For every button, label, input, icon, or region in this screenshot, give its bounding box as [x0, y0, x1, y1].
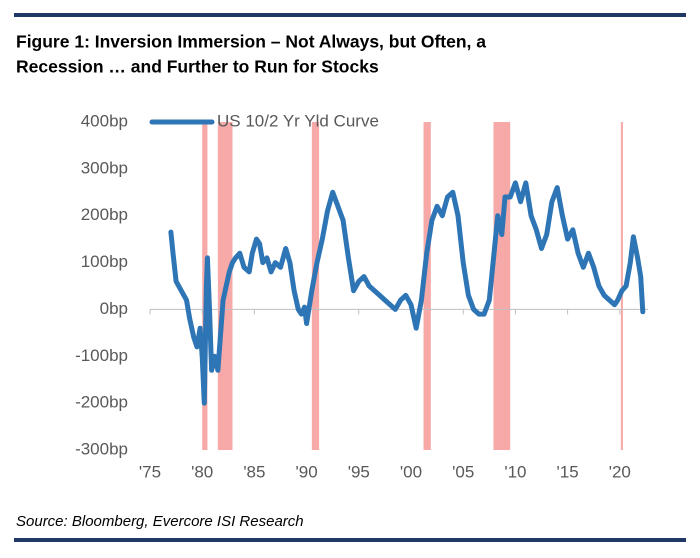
x-tick-label: '00 [400, 462, 422, 481]
x-tick-label: '20 [609, 462, 631, 481]
y-tick-label: 0bp [100, 299, 128, 318]
x-tick-label: '80 [191, 462, 213, 481]
x-tick-label: '90 [296, 462, 318, 481]
y-tick-label: -200bp [75, 393, 128, 412]
chart-title: Recession … and Further to Run for Stock… [16, 57, 379, 77]
x-tick-label: '95 [348, 462, 370, 481]
x-tick-label: '10 [504, 462, 526, 481]
chart-title: Figure 1: Inversion Immersion – Not Alwa… [16, 32, 486, 52]
x-tick-label: '05 [452, 462, 474, 481]
y-tick-label: 100bp [81, 252, 128, 271]
legend-label: US 10/2 Yr Yld Curve [217, 111, 379, 130]
x-tick-label: '15 [557, 462, 579, 481]
data-line [168, 180, 646, 406]
recession-band [620, 122, 623, 450]
recession-band [423, 122, 431, 450]
y-tick-label: -100bp [75, 346, 128, 365]
bottom-rule [14, 538, 686, 542]
y-tick-label: 200bp [81, 205, 128, 224]
y-tick-label: 400bp [81, 111, 128, 130]
recession-band [493, 122, 511, 450]
x-tick-label: '75 [139, 462, 161, 481]
y-tick-label: -300bp [75, 439, 128, 458]
top-rule [14, 13, 686, 17]
x-tick-label: '85 [243, 462, 265, 481]
recession-band [311, 122, 320, 450]
y-tick-label: 300bp [81, 158, 128, 177]
source-note: Source: Bloomberg, Evercore ISI Research [16, 513, 304, 530]
